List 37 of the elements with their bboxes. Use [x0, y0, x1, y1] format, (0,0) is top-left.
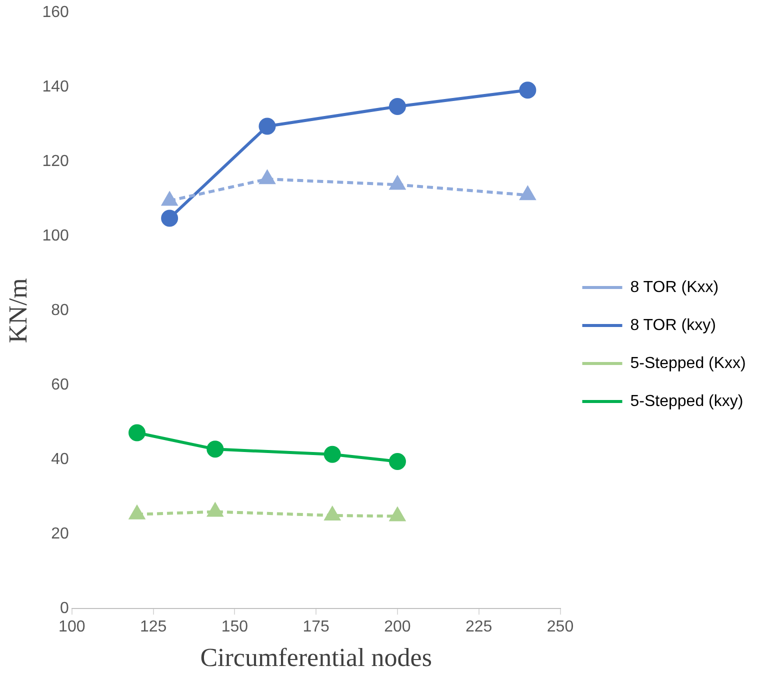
point	[388, 452, 406, 470]
point	[162, 192, 178, 206]
x-tick-label: 150	[221, 618, 248, 636]
point	[128, 424, 146, 442]
x-tick-label: 200	[384, 618, 411, 636]
legend-label: 5-Stepped (Kxx)	[630, 354, 746, 372]
point	[260, 170, 275, 184]
point	[390, 176, 406, 190]
x-tick-label: 175	[302, 618, 330, 636]
legend-label: 8 TOR (kxy)	[630, 316, 716, 334]
legend-label: 5-Stepped (kxy)	[630, 392, 744, 410]
point	[388, 98, 406, 115]
point	[390, 508, 406, 522]
y-tick-label: 120	[42, 153, 69, 170]
point	[520, 186, 536, 200]
y-tick-label: 140	[42, 78, 69, 96]
x-tick-label: 125	[140, 618, 167, 636]
y-tick-label: 20	[51, 526, 69, 543]
point	[129, 506, 145, 520]
point	[258, 118, 276, 135]
point	[208, 503, 223, 517]
x-axis-title: Circumferential nodes	[200, 643, 432, 672]
point	[324, 506, 340, 520]
point	[206, 440, 224, 458]
y-axis-title: KN/m	[3, 278, 32, 344]
point	[161, 210, 178, 227]
y-tick-label: 40	[51, 451, 69, 468]
x-tick-label: 225	[466, 618, 492, 636]
x-tick-label: 250	[546, 618, 574, 636]
point	[519, 82, 536, 99]
y-tick-label: 100	[42, 228, 69, 245]
y-tick-label: 160	[42, 4, 69, 22]
point	[324, 446, 341, 463]
y-tick-label: 60	[51, 376, 69, 394]
y-tick-label: 80	[51, 302, 69, 320]
y-tick-label: 0	[60, 600, 69, 618]
legend-label: 8 TOR (Kxx)	[630, 278, 719, 296]
